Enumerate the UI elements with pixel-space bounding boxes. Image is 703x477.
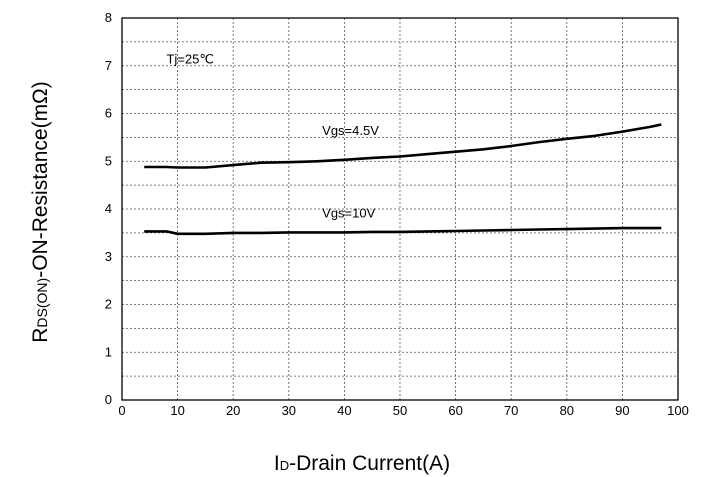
- y-tick-label: 8: [105, 10, 112, 25]
- x-axis-label-sub: D: [280, 458, 289, 473]
- x-tick-label: 10: [170, 403, 184, 418]
- temperature-annotation: Tj=25℃: [166, 51, 213, 66]
- tick-labels: 0 10 20 30 40 50 60 70 80 90 100 0 1 2 3 4 5 6 7 8: [105, 10, 689, 418]
- x-tick-label: 40: [337, 403, 351, 418]
- y-tick-label: 3: [105, 249, 112, 264]
- series-group: [144, 125, 661, 234]
- x-tick-label: 90: [615, 403, 629, 418]
- x-tick-label: 50: [393, 403, 407, 418]
- x-tick-label: 80: [560, 403, 574, 418]
- x-tick-label: 0: [118, 403, 125, 418]
- y-tick-label: 2: [105, 297, 112, 312]
- series-label-vgs-10v: Vgs=10V: [322, 206, 375, 221]
- series-label-vgs-4-5v: Vgs=4.5V: [322, 123, 379, 138]
- x-axis-label: ID-Drain Current(A): [274, 452, 450, 475]
- y-tick-label: 7: [105, 58, 112, 73]
- y-axis-label-rest: -ON-Resistance(mΩ): [29, 81, 52, 278]
- y-tick-label: 4: [105, 201, 112, 216]
- y-tick-label: 1: [105, 344, 112, 359]
- x-tick-label: 20: [226, 403, 240, 418]
- y-axis-label-sub: DS(ON): [34, 278, 50, 328]
- x-tick-label: 70: [504, 403, 518, 418]
- x-tick-label: 30: [282, 403, 296, 418]
- y-tick-label: 0: [105, 392, 112, 407]
- x-tick-label: 60: [448, 403, 462, 418]
- y-axis-label: RDS(ON)-ON-Resistance(mΩ): [29, 81, 52, 343]
- x-tick-label: 100: [667, 403, 689, 418]
- y-tick-label: 5: [105, 153, 112, 168]
- x-axis-label-rest: -Drain Current(A): [289, 452, 450, 475]
- y-axis-label-main: R: [29, 328, 52, 343]
- y-tick-label: 6: [105, 106, 112, 121]
- grid: [122, 18, 678, 400]
